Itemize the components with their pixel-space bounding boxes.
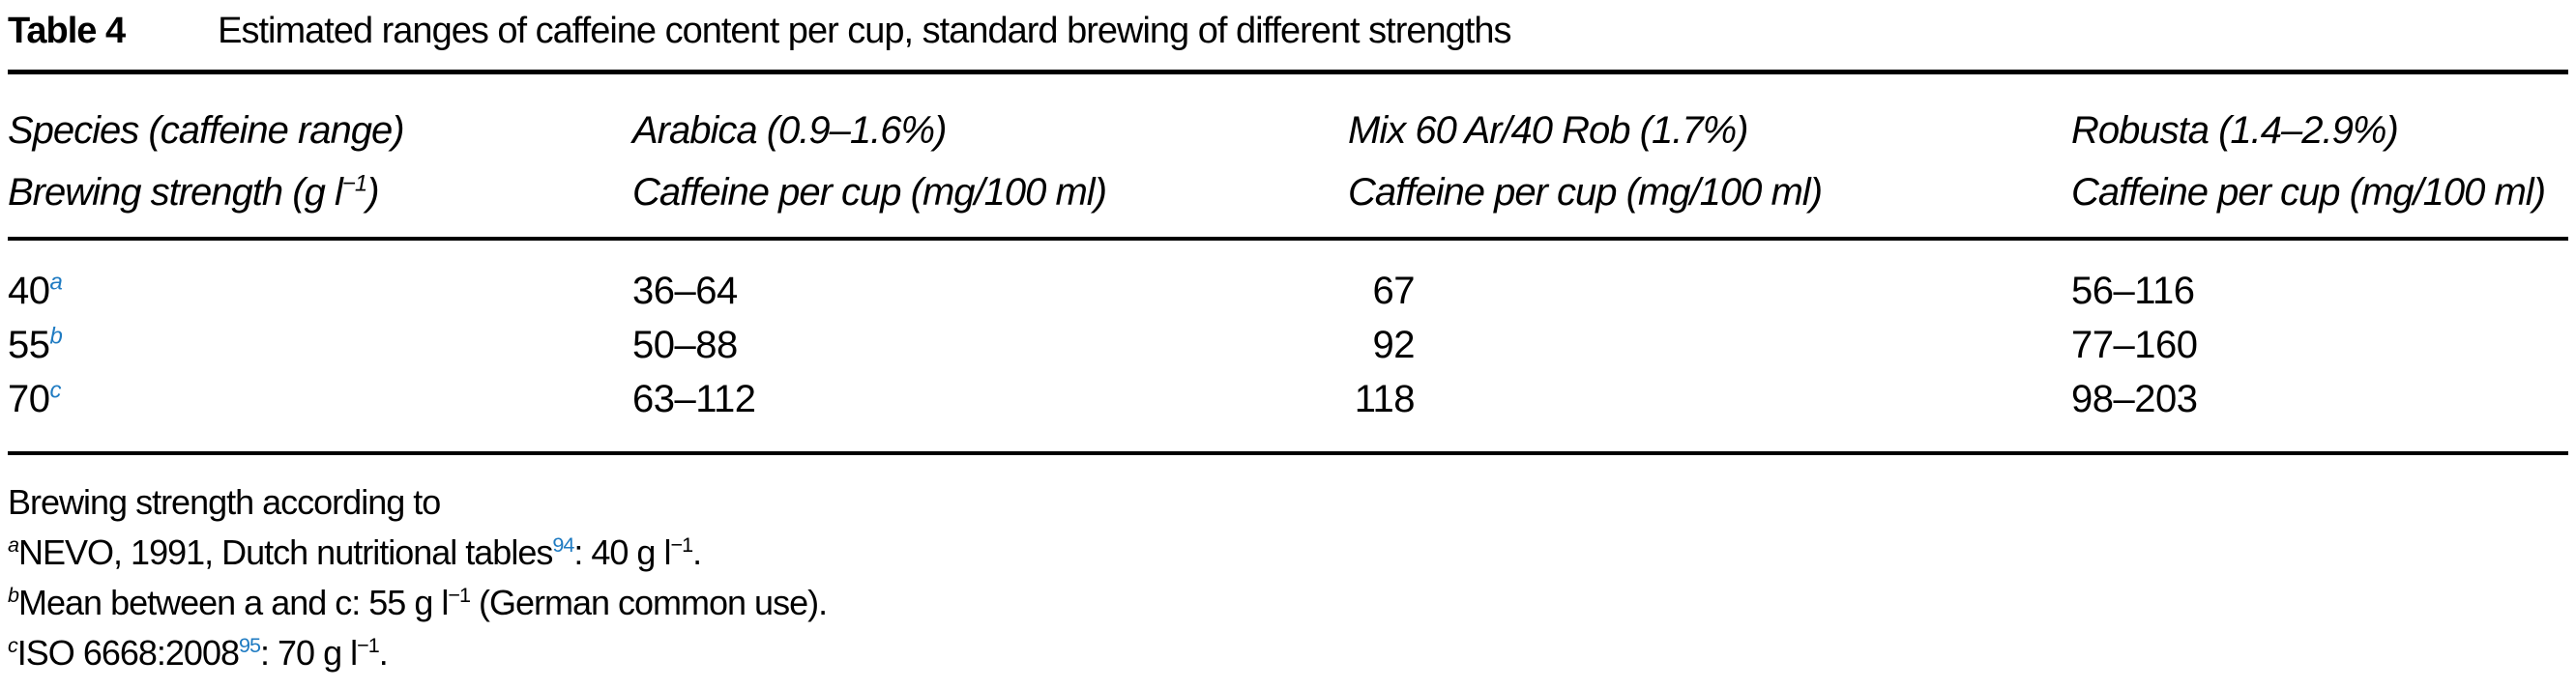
footnotes-block: Brewing strength according to aNEVO, 199… (8, 477, 2568, 678)
cell-strength: 40a (8, 264, 632, 318)
text-segment: a (8, 532, 19, 557)
cell-mix-value: 92 (1348, 318, 2071, 372)
footnote-intro: Brewing strength according to (8, 482, 441, 522)
text-segment: Mix 60 Ar/40 Rob (1.7%) (1348, 109, 1748, 152)
header-line: Brewing strength (g l−1) (8, 161, 632, 223)
header-line: Mix 60 Ar/40 Rob (1.7%) (1348, 100, 2071, 161)
text-segment: −1 (341, 170, 367, 197)
footnote-marker-a: a (49, 269, 63, 296)
text-segment: : 40 g l (573, 532, 671, 572)
header-cell-species: Species (caffeine range) Brewing strengt… (8, 100, 632, 223)
text-segment: c (8, 633, 18, 657)
bottom-rule (8, 451, 2568, 455)
text-segment: Caffeine per cup (mg/100 ml) (1348, 171, 1823, 214)
text-segment: NEVO, 1991, Dutch nutritional tables (18, 532, 553, 572)
text-segment: . (378, 633, 389, 673)
text-segment: ) (366, 171, 379, 214)
text-segment: ISO 6668:2008 (16, 633, 240, 673)
table-caption: Table 4 Estimated ranges of caffeine cont… (8, 0, 2568, 52)
text-segment: Mean between a and c: 55 g l (18, 583, 449, 622)
text-segment: −1 (448, 583, 471, 607)
cell-robusta-value: 56–116 (2071, 270, 2195, 312)
text-segment: −1 (357, 633, 380, 657)
strength-value: 55 (8, 324, 50, 366)
cell-mix-value: 118 (1348, 372, 2071, 426)
table-body: 40a 36–64 67 56–116 55b 50–88 92 77–160 … (8, 264, 2568, 426)
text-segment: (German common use). (469, 583, 828, 622)
top-rule (8, 70, 2568, 74)
mix-value: 92 (1372, 324, 1416, 366)
text-segment: . (692, 532, 702, 572)
table-number: Table 4 (8, 11, 126, 51)
header-cell-robusta: Robusta (1.4–2.9%) Caffeine per cup (mg/… (2071, 100, 2568, 223)
cell-robusta-value: 98–203 (2071, 378, 2198, 420)
header-cell-mix: Mix 60 Ar/40 Rob (1.7%) Caffeine per cup… (1348, 100, 2071, 223)
text-segment: −1 (670, 532, 693, 557)
text-segment: : 70 g l (260, 633, 358, 673)
header-line: Species (caffeine range) (8, 100, 632, 161)
strength-value: 70 (8, 378, 50, 420)
header-line: Arabica (0.9–1.6%) (632, 100, 1348, 161)
cell-strength: 55b (8, 318, 632, 372)
cell-arabica-value: 63–112 (632, 378, 756, 420)
text-segment: Arabica (0.9–1.6%) (632, 109, 947, 152)
footnote-c: cISO 6668:200895: 70 g l−1. (8, 628, 2568, 678)
text-segment: Brewing strength (g l (8, 171, 343, 214)
header-line: Caffeine per cup (mg/100 ml) (632, 161, 1348, 223)
header-line: Robusta (1.4–2.9%) (2071, 100, 2568, 161)
cell-arabica-value: 50–88 (632, 324, 738, 366)
cell-arabica-value: 36–64 (632, 270, 738, 312)
header-line: Caffeine per cup (mg/100 ml) (1348, 161, 2071, 223)
strength-value: 40 (8, 270, 50, 312)
mix-value: 67 (1372, 270, 1416, 312)
footnote-a: aNEVO, 1991, Dutch nutritional tables94:… (8, 528, 2568, 578)
cell-mix-value: 67 (1348, 264, 2071, 318)
text-segment: Robusta (1.4–2.9%) (2071, 109, 2399, 152)
caption-text: Estimated ranges of caffeine content per… (218, 11, 1511, 51)
footnote-marker-b: b (49, 323, 63, 350)
header-rule (8, 237, 2568, 241)
citation-link[interactable]: 95 (239, 633, 261, 657)
text-segment: Caffeine per cup (mg/100 ml) (632, 171, 1107, 214)
table-header-row: Species (caffeine range) Brewing strengt… (8, 100, 2568, 223)
header-cell-arabica: Arabica (0.9–1.6%) Caffeine per cup (mg/… (632, 100, 1348, 223)
text-segment: Caffeine per cup (mg/100 ml) (2071, 171, 2546, 214)
cell-strength: 70c (8, 372, 632, 426)
text-segment: Species (caffeine range) (8, 109, 405, 152)
footnote-marker-c: c (49, 377, 62, 404)
header-line: Caffeine per cup (mg/100 ml) (2071, 161, 2568, 223)
footnote-b: bMean between a and c: 55 g l−1 (German … (8, 578, 2568, 628)
cell-robusta-value: 77–160 (2071, 324, 2198, 366)
mix-value: 118 (1354, 378, 1416, 420)
text-segment: b (8, 583, 19, 607)
citation-link[interactable]: 94 (552, 532, 574, 557)
